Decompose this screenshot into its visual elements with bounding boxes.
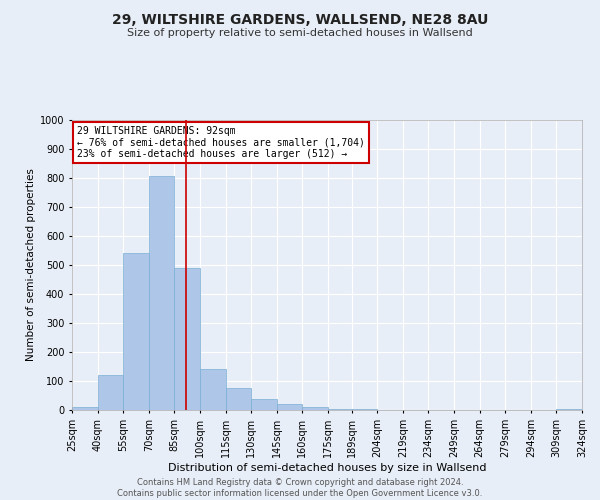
Bar <box>226 388 251 410</box>
Y-axis label: Number of semi-detached properties: Number of semi-detached properties <box>26 168 35 362</box>
Text: 29 WILTSHIRE GARDENS: 92sqm
← 76% of semi-detached houses are smaller (1,704)
23: 29 WILTSHIRE GARDENS: 92sqm ← 76% of sem… <box>77 126 365 159</box>
Text: Contains HM Land Registry data © Crown copyright and database right 2024.
Contai: Contains HM Land Registry data © Crown c… <box>118 478 482 498</box>
Text: Size of property relative to semi-detached houses in Wallsend: Size of property relative to semi-detach… <box>127 28 473 38</box>
Bar <box>200 370 226 410</box>
Bar <box>149 176 175 410</box>
Bar <box>175 268 200 410</box>
Bar <box>277 404 302 410</box>
Text: 29, WILTSHIRE GARDENS, WALLSEND, NE28 8AU: 29, WILTSHIRE GARDENS, WALLSEND, NE28 8A… <box>112 12 488 26</box>
Bar <box>72 407 98 410</box>
Bar <box>352 409 377 410</box>
Bar <box>123 254 149 410</box>
Bar <box>556 408 582 410</box>
Bar <box>302 406 328 410</box>
Bar <box>98 374 123 410</box>
Bar <box>328 408 352 410</box>
X-axis label: Distribution of semi-detached houses by size in Wallsend: Distribution of semi-detached houses by … <box>168 462 486 472</box>
Bar <box>251 400 277 410</box>
